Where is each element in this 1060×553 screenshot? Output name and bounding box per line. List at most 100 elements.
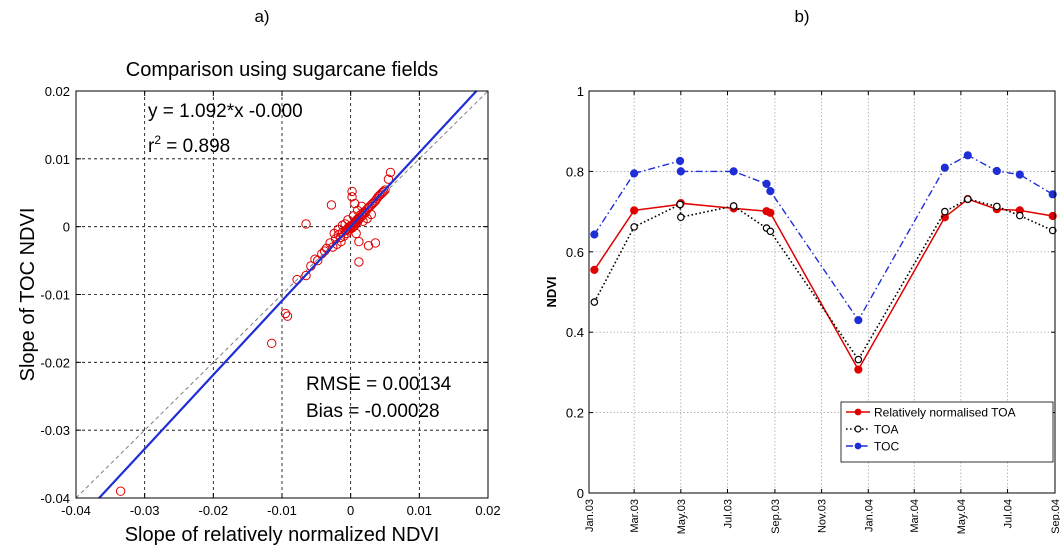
data-point	[377, 188, 387, 198]
legend-label-2: TOC	[874, 440, 899, 454]
r-squared-text: r2 = 0.898	[148, 133, 230, 157]
series-marker-2	[963, 151, 972, 160]
y-tick-label: -0.02	[40, 355, 70, 370]
equation-text: y = 1.092*x -0.000	[148, 101, 303, 122]
legend-label-1: TOA	[874, 423, 898, 437]
x-tick-label: -0.03	[130, 503, 160, 518]
y-tick-label: -0.03	[40, 423, 70, 438]
x-tick-label: 0	[347, 503, 354, 518]
x-tick-label: Mar.03	[629, 499, 641, 533]
data-point	[347, 186, 357, 197]
series-marker-1	[630, 223, 638, 231]
regression-line	[97, 91, 478, 498]
series-marker-1	[941, 207, 949, 216]
series-marker-1	[590, 298, 599, 306]
y-tick-label: 1	[577, 84, 584, 99]
y-tick-label: 0.01	[45, 152, 70, 167]
data-point	[380, 185, 390, 195]
x-tick-label: Jan.04	[863, 499, 875, 532]
panel-label-a: a)	[254, 7, 269, 26]
y-tick-label: 0	[63, 220, 70, 235]
data-point	[115, 486, 126, 496]
panel-a: a) Comparison using sugarcane fields -0.04…	[0, 0, 525, 548]
x-axis-label: Slope of relatively normalized NDVI	[125, 524, 440, 546]
legend-marker-2	[854, 442, 862, 450]
data-point	[282, 311, 293, 321]
identity-line	[76, 91, 488, 498]
series-marker-2	[630, 169, 639, 178]
x-tick-label: -0.02	[199, 503, 229, 518]
series-marker-2	[675, 156, 685, 166]
panel-b: b) 0 0.2 0.4 0.6 0.8 1 Jan.03 Mar.03 May.03 Jul.03…	[525, 0, 1060, 548]
x-tick-label: May.03	[676, 499, 688, 534]
series-marker-2	[590, 230, 599, 239]
y-tick-label: 0.02	[45, 84, 70, 99]
data-point	[350, 198, 360, 209]
plot-group	[76, 91, 488, 498]
panel-label-b: b)	[794, 7, 809, 26]
series-marker-0	[766, 208, 775, 217]
x-tick-label: Jul.04	[1003, 499, 1015, 528]
bias-text: Bias = -0.00028	[306, 401, 440, 422]
series-marker-1	[1048, 226, 1057, 235]
y-tick-label: 0.2	[566, 406, 584, 421]
x-tick-label: -0.01	[267, 503, 297, 518]
x-tick-label: -0.04	[61, 503, 91, 518]
y-tick-label: 0.4	[566, 325, 584, 340]
series-marker-0	[590, 265, 599, 274]
y-tick-label: -0.01	[40, 288, 70, 303]
x-tick-label: 0.01	[407, 503, 432, 518]
series-marker-1	[676, 200, 684, 209]
rmse-text: RMSE = 0.00134	[306, 374, 452, 395]
x-tick-label: Jan.03	[584, 499, 596, 532]
data-point	[351, 228, 361, 239]
series-marker-1	[854, 355, 863, 364]
data-point	[383, 174, 394, 184]
data-point	[280, 308, 291, 319]
legend-marker-1	[854, 425, 862, 433]
series-marker-1	[729, 202, 738, 210]
data-point	[301, 219, 311, 229]
legend-box	[840, 401, 1054, 463]
y-axis-label: NDVI	[544, 276, 559, 307]
data-point	[326, 200, 337, 210]
series-marker-1	[963, 195, 972, 203]
data-point	[363, 240, 374, 251]
x-tick-label: Sep.03	[770, 499, 782, 534]
series-marker-1	[677, 213, 685, 222]
x-tick-label: Nov.03	[817, 499, 829, 533]
y-axis-label: Slope of TOC NDVI	[17, 208, 39, 382]
series-marker-2	[1015, 170, 1024, 179]
y-tick-label: 0.8	[566, 164, 584, 179]
series-marker-2	[854, 316, 863, 325]
series-marker-2	[729, 167, 738, 176]
data-point	[356, 201, 367, 212]
data-point	[313, 255, 323, 266]
series-marker-2	[676, 167, 685, 176]
data-point	[366, 209, 376, 220]
y-tick-label: 0.6	[566, 245, 584, 260]
x-tick-label: Mar.04	[909, 499, 921, 533]
y-tick-label: 0	[577, 486, 584, 501]
y-tick-label: -0.04	[40, 491, 70, 506]
ndvi-time-series-chart: b) 0 0.2 0.4 0.6 0.8 1 Jan.03 Mar.03 May.03 Jul.03…	[544, 7, 1060, 534]
x-tick-label: May.04	[956, 499, 968, 534]
x-tick-label: Sep.04	[1050, 499, 1060, 534]
data-point	[385, 167, 396, 178]
series-marker-2	[766, 186, 775, 196]
x-tick-label: Jul.03	[722, 499, 734, 528]
data-point	[301, 270, 311, 281]
data-point	[267, 338, 277, 349]
series-marker-2	[762, 179, 771, 188]
data-point	[378, 186, 389, 197]
series-marker-0	[854, 365, 863, 374]
series-marker-2	[940, 163, 949, 172]
chart-title: Comparison using sugarcane fields	[126, 59, 438, 81]
x-tick-label: 0.02	[475, 503, 500, 518]
series-marker-0	[630, 206, 639, 215]
data-point	[329, 228, 339, 239]
data-point	[354, 236, 364, 247]
data-point	[370, 238, 381, 248]
data-point	[354, 257, 364, 267]
series-marker-1	[993, 202, 1001, 211]
